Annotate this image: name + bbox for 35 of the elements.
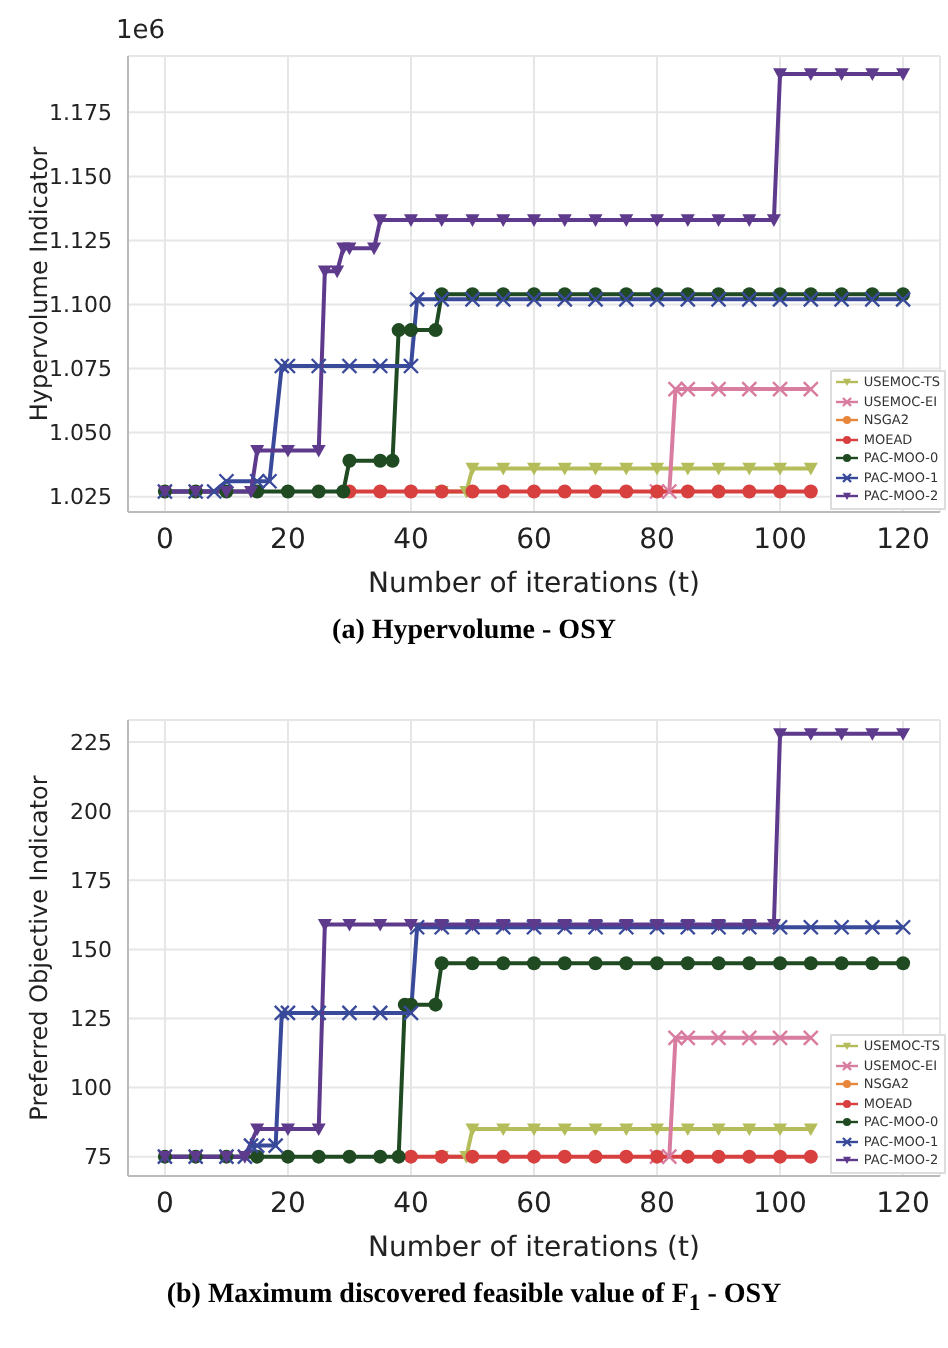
y-tick-label: 1.100: [49, 292, 112, 319]
x-tick-label: 40: [393, 1187, 429, 1220]
x-tick-label: 120: [876, 1187, 930, 1220]
text: 1e6: [116, 16, 166, 46]
x-axis-title: Number of iterations (t): [368, 568, 700, 600]
x-tick-label: 100: [753, 1187, 807, 1220]
x-tick-label: 0: [155, 523, 174, 556]
x-tick-label: 0: [155, 1187, 174, 1220]
text: (b) Maximum discovered feasible value of F$_{1}$ - OSY: [164, 1280, 784, 1320]
x-tick-label: 120: [876, 523, 930, 556]
x-tick-label: 60: [516, 1187, 552, 1220]
x-tick-label: 20: [270, 523, 306, 556]
y-tick-label: 1.075: [49, 356, 112, 383]
y-tick-label: 1.150: [49, 164, 112, 191]
x-tick-label: 100: [753, 523, 807, 556]
y-tick-label: 175: [70, 868, 112, 895]
y-axis-title: Preferred Objective Indicator: [24, 775, 53, 1121]
y-tick-label: 1.125: [49, 228, 112, 255]
y-tick-label: 75: [84, 1144, 112, 1171]
x-tick-label: 40: [393, 523, 429, 556]
y-tick-label: 1.050: [49, 420, 112, 447]
y-tick-label: 1.025: [49, 484, 112, 511]
y-axis-title: Hypervolume Indicator: [24, 146, 53, 422]
y-tick-label: 150: [70, 937, 112, 964]
x-tick-label: 80: [639, 523, 675, 556]
x-tick-label: 20: [270, 1187, 306, 1220]
y-tick-label: 225: [70, 729, 112, 756]
y-tick-label: 100: [70, 1075, 112, 1102]
x-tick-label: 80: [639, 1187, 675, 1220]
x-axis-title: Number of iterations (t): [368, 1232, 700, 1264]
text: (a) Hypervolume - OSY: [330, 616, 618, 650]
y-tick-label: 200: [70, 799, 112, 826]
y-tick-label: 1.175: [49, 100, 112, 127]
x-tick-label: 60: [516, 523, 552, 556]
y-tick-label: 125: [70, 1006, 112, 1033]
